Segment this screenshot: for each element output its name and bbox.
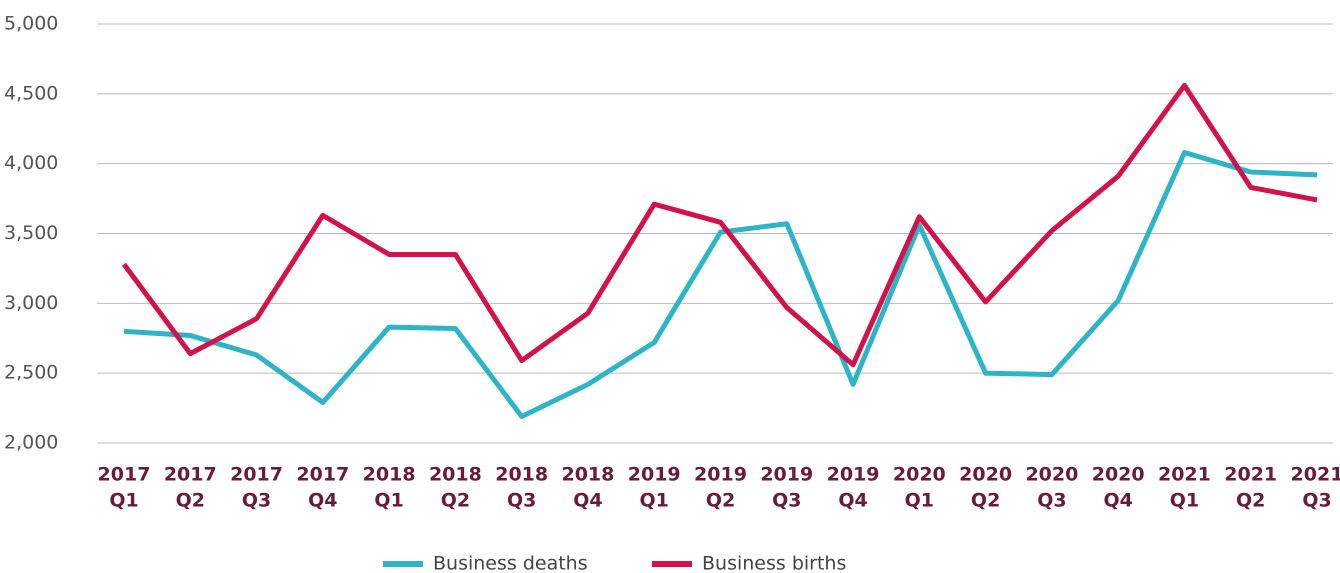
- x-tick-label: 2017: [98, 464, 151, 486]
- x-tick-label: Q2: [971, 490, 1000, 512]
- x-tick-label: Q2: [176, 490, 205, 512]
- x-tick-label: 2018: [363, 464, 416, 486]
- x-tick-label: Q3: [1037, 490, 1066, 512]
- series-line: [121, 82, 1318, 368]
- y-tick-label: 4,000: [4, 152, 58, 174]
- x-tick-label: Q3: [1302, 490, 1331, 512]
- x-tick-label: 2020: [893, 464, 946, 486]
- x-tick-label: Q1: [640, 490, 669, 512]
- y-tick-label: 5,000: [4, 13, 58, 35]
- x-tick-label: 2018: [429, 464, 482, 486]
- x-tick-label: 2021: [1291, 464, 1340, 486]
- x-tick-label: 2018: [495, 464, 548, 486]
- x-tick-label: Q1: [1170, 490, 1199, 512]
- x-tick-label: 2019: [694, 464, 747, 486]
- x-tick-label: Q1: [374, 490, 403, 512]
- y-tick-label: 4,500: [4, 82, 58, 104]
- x-tick-label: Q1: [109, 490, 138, 512]
- x-tick-label: 2020: [1025, 464, 1078, 486]
- x-tick-label: 2017: [296, 464, 349, 486]
- x-tick-label: Q4: [1103, 490, 1132, 512]
- x-tick-label: Q2: [706, 490, 735, 512]
- x-tick-label: 2019: [628, 464, 681, 486]
- x-tick-label: Q3: [772, 490, 801, 512]
- x-tick-label: 2017: [164, 464, 217, 486]
- y-tick-label: 3,000: [4, 292, 58, 314]
- legend-label: Business births: [702, 553, 846, 573]
- x-tick-label: 2021: [1224, 464, 1277, 486]
- x-tick-label: Q1: [905, 490, 934, 512]
- x-tick-label: 2019: [760, 464, 813, 486]
- x-tick-label: 2021: [1158, 464, 1211, 486]
- x-tick-label: Q3: [507, 490, 536, 512]
- x-tick-label: Q4: [308, 490, 337, 512]
- x-tick-label: 2018: [561, 464, 614, 486]
- y-tick-label: 2,000: [4, 432, 58, 454]
- x-tick-label: Q4: [573, 490, 602, 512]
- x-tick-label: 2017: [230, 464, 283, 486]
- x-tick-label: 2019: [827, 464, 880, 486]
- x-tick-label: Q2: [1236, 490, 1265, 512]
- x-tick-label: Q3: [242, 490, 271, 512]
- series-line: [123, 149, 1318, 419]
- legend-label: Business deaths: [433, 553, 588, 573]
- x-tick-label: Q4: [838, 490, 867, 512]
- x-tick-label: 2020: [1092, 464, 1145, 486]
- x-tick-label: Q2: [441, 490, 470, 512]
- y-tick-label: 2,500: [4, 362, 58, 384]
- x-tick-label: 2020: [959, 464, 1012, 486]
- y-tick-label: 3,500: [4, 222, 58, 244]
